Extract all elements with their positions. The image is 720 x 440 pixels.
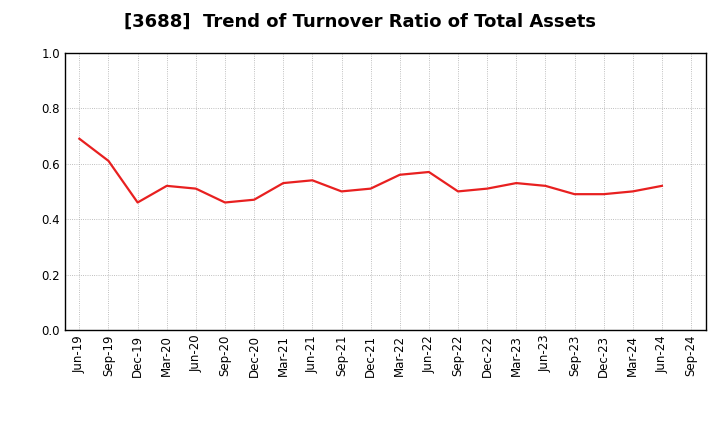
Text: [3688]  Trend of Turnover Ratio of Total Assets: [3688] Trend of Turnover Ratio of Total … xyxy=(124,13,596,31)
